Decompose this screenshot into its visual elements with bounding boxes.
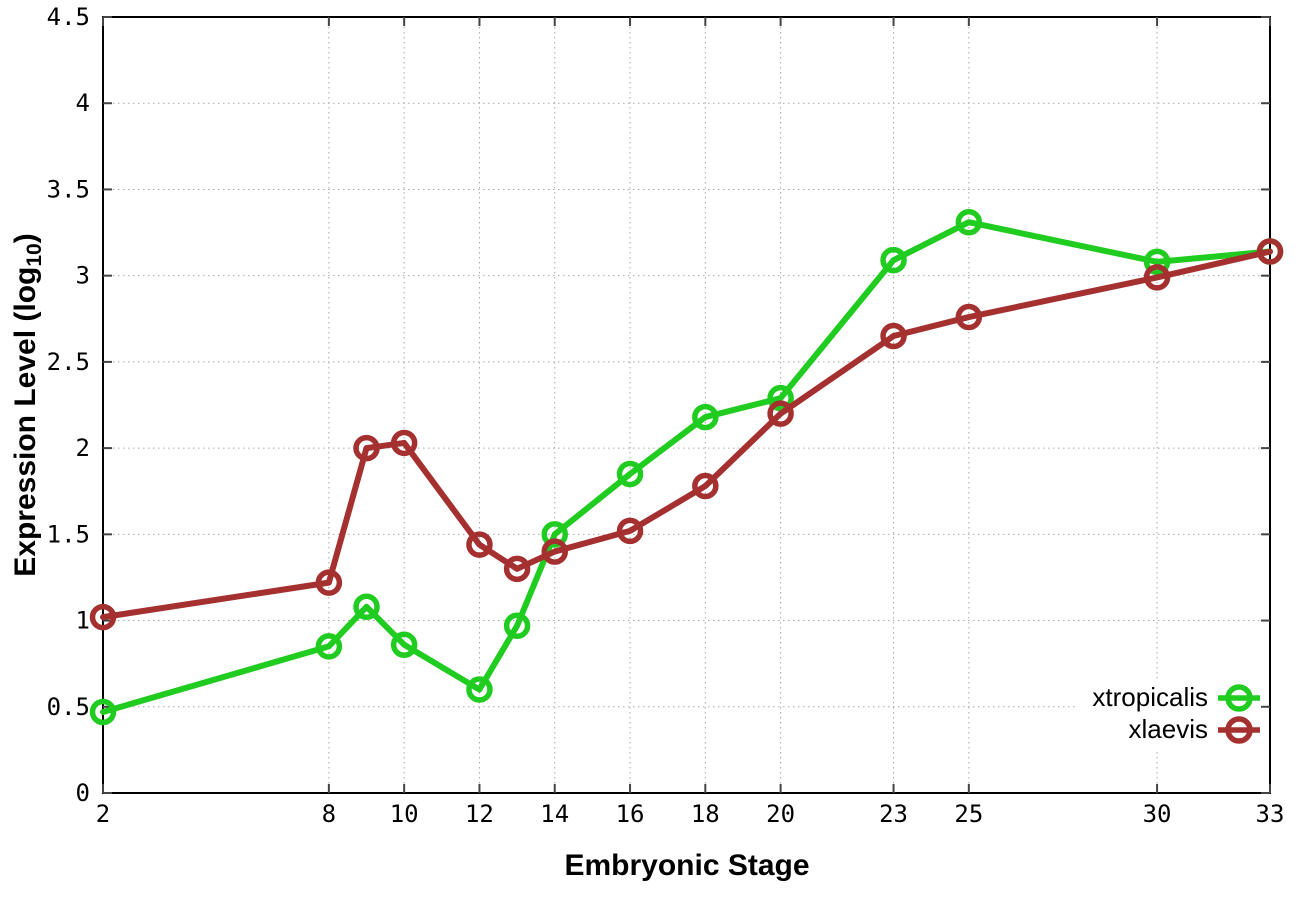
data-point xyxy=(353,434,380,462)
data-point xyxy=(1143,264,1171,291)
tick-marks xyxy=(102,16,1271,794)
y-axis-title: Expression Level (log10) xyxy=(9,233,47,576)
legend-item-xtropicalis: xtropicalis xyxy=(1092,682,1260,713)
y-axis-title-suffix: ) xyxy=(9,233,42,244)
y-axis-title-text: Expression Level (log xyxy=(9,266,42,577)
data-point xyxy=(503,555,531,583)
data-point xyxy=(466,531,493,558)
x-tick-label: 20 xyxy=(766,800,795,828)
data-point xyxy=(390,631,418,658)
legend-label-xlaevis: xlaevis xyxy=(1128,714,1208,744)
x-tick-label: 18 xyxy=(691,800,720,828)
x-tick-label: 2 xyxy=(96,800,110,828)
data-point xyxy=(466,676,493,703)
data-point xyxy=(767,384,794,412)
x-tick-label: 23 xyxy=(879,800,908,828)
y-axis-title-subscript: 10 xyxy=(23,243,46,267)
data-point xyxy=(1256,238,1284,265)
legend-label-xtropicalis: xtropicalis xyxy=(1092,682,1208,712)
data-point xyxy=(692,472,719,500)
line-point-marker-icon xyxy=(1218,715,1260,744)
data-point xyxy=(89,698,117,726)
legend: xtropicalis xlaevis xyxy=(1092,682,1260,745)
data-point xyxy=(1143,248,1171,276)
x-tick-label: 8 xyxy=(322,800,336,828)
y-tick-label: 4.5 xyxy=(47,3,90,31)
data-point xyxy=(353,593,380,621)
x-tick-label: 33 xyxy=(1256,800,1285,828)
data-point xyxy=(955,208,983,236)
data-point xyxy=(880,246,907,274)
data-point xyxy=(503,612,531,639)
plot-border xyxy=(102,16,1271,794)
tick-labels: 2 8 10 12 14 16 18 20 23 25 30 33 0 0.5 1 1.5 2 2.5 3 3.5 4 4… xyxy=(47,3,1285,828)
x-tick-label: 12 xyxy=(465,800,494,828)
line-point-marker-icon xyxy=(1218,683,1260,712)
data-point xyxy=(89,603,117,631)
y-tick-label: 3 xyxy=(76,262,90,290)
data-point xyxy=(880,322,907,350)
x-axis-title: Embryonic Stage xyxy=(564,849,810,882)
y-tick-label: 1.5 xyxy=(47,520,90,548)
x-tick-label: 16 xyxy=(616,800,645,828)
x-tick-label: 30 xyxy=(1143,800,1172,828)
y-tick-label: 3.5 xyxy=(47,175,90,203)
data-point xyxy=(390,429,418,457)
data-point xyxy=(692,403,719,431)
x-tick-label: 25 xyxy=(954,800,983,828)
data-point xyxy=(767,400,794,427)
x-tick-label: 10 xyxy=(390,800,419,828)
data-point xyxy=(541,521,568,548)
gridlines xyxy=(102,16,1271,794)
y-tick-label: 0.5 xyxy=(47,693,90,721)
x-tick-label: 14 xyxy=(540,800,569,828)
data-point xyxy=(315,569,343,596)
data-point xyxy=(955,303,983,331)
y-tick-label: 4 xyxy=(76,89,90,117)
y-tick-label: 0 xyxy=(76,779,90,807)
y-tick-label: 2.5 xyxy=(47,348,90,376)
y-tick-label: 1 xyxy=(76,607,90,635)
series-xlaevis xyxy=(89,238,1284,631)
y-tick-label: 2 xyxy=(76,434,90,462)
data-point xyxy=(541,538,568,565)
data-point xyxy=(616,460,644,488)
data-point xyxy=(315,633,343,660)
data-point xyxy=(616,517,644,545)
legend-item-xlaevis: xlaevis xyxy=(1129,714,1260,745)
